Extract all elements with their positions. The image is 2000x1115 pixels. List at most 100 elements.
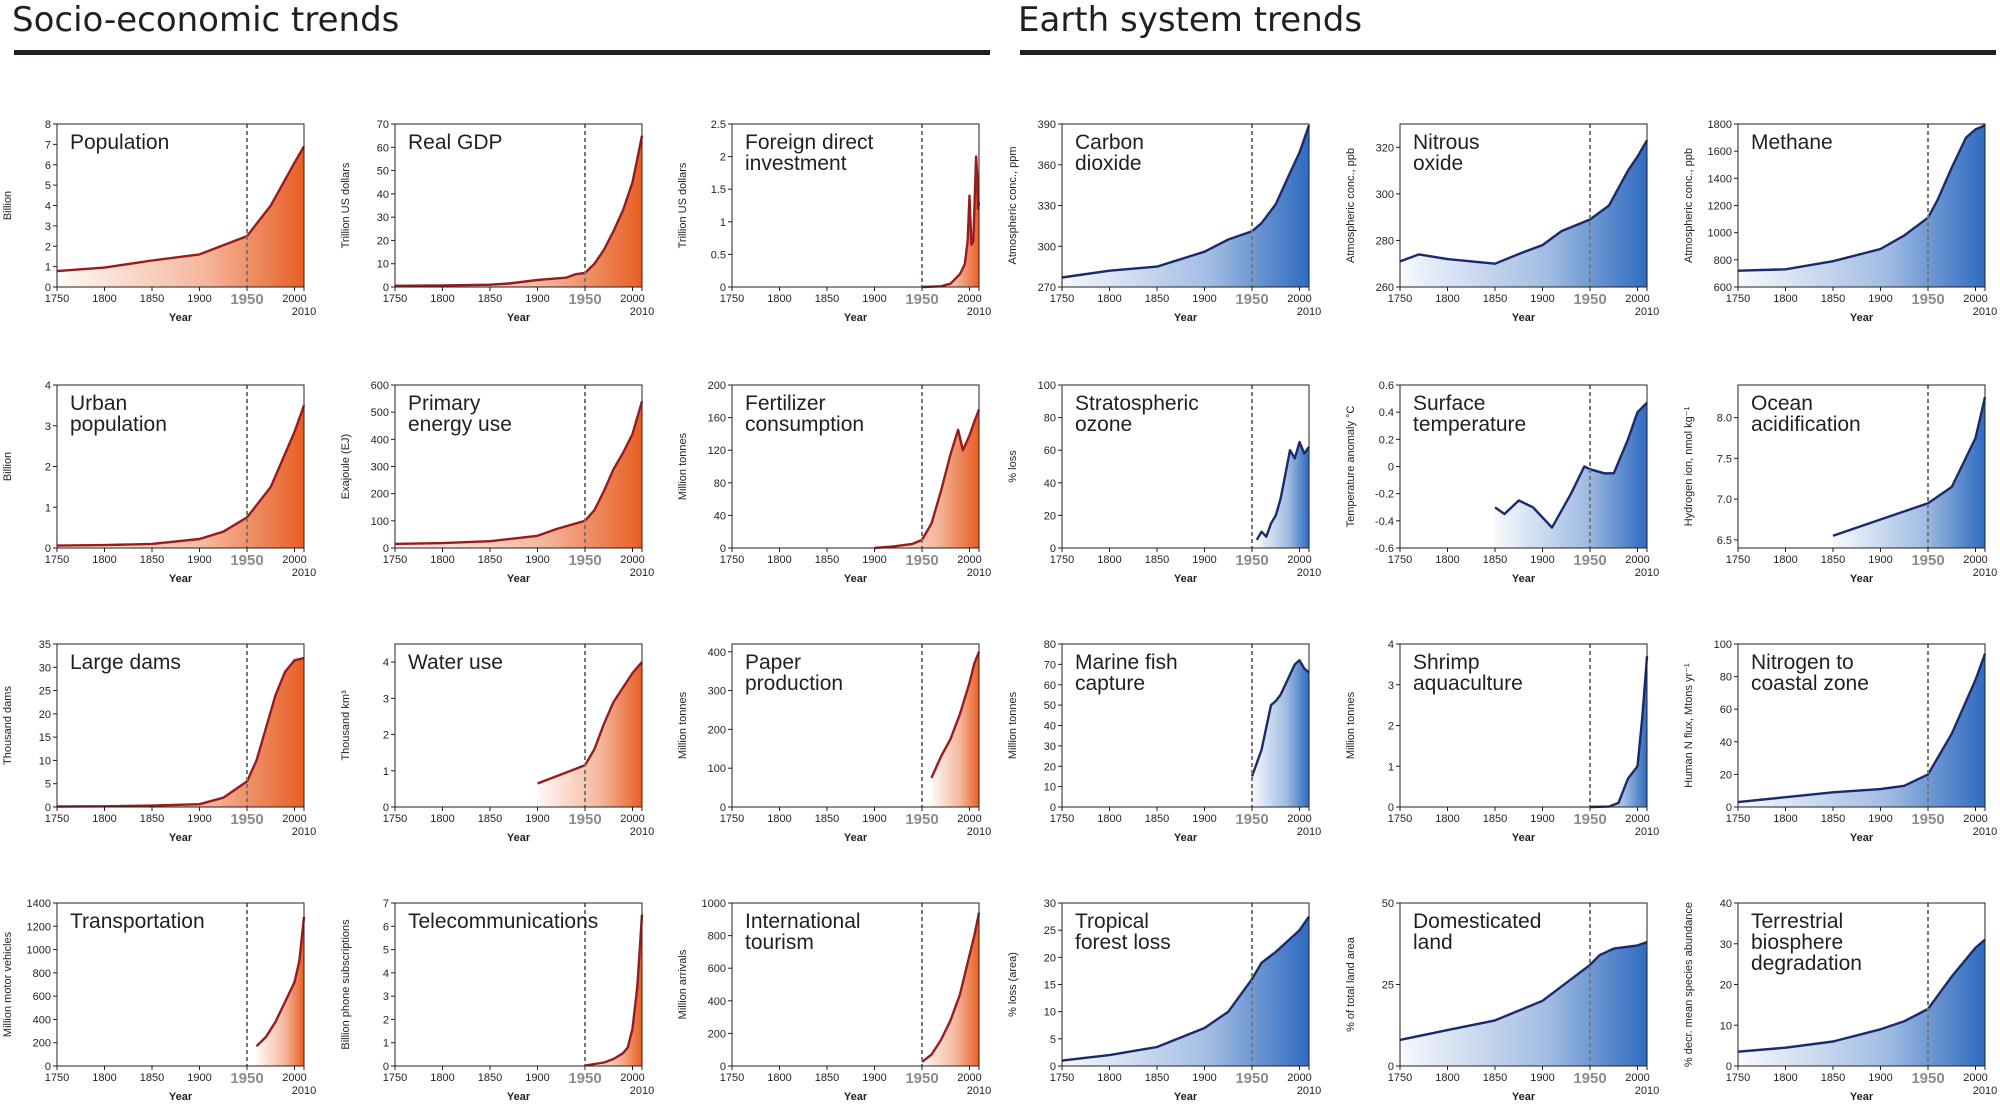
chart-title: Population — [70, 131, 169, 154]
x-tick-label: 1900 — [1192, 293, 1216, 305]
x-tick-label: 1950 — [1235, 291, 1268, 308]
x-tick-label: 1800 — [430, 293, 454, 305]
y-tick-label: 300 — [1376, 189, 1394, 201]
x-tick-label: 1900 — [187, 1072, 211, 1084]
y-tick-label: 0 — [1388, 1061, 1394, 1073]
y-axis-label: Million motor vehicles — [2, 931, 14, 1037]
chart-title: forest loss — [1075, 931, 1171, 954]
area-fill — [57, 405, 304, 548]
x-tick-label: 2000 — [620, 554, 644, 566]
x-tick-label: 2000 — [1963, 1072, 1987, 1084]
chart-title: Large dams — [70, 651, 181, 674]
y-tick-label: 0 — [383, 802, 389, 814]
section-rule-socio — [14, 50, 990, 55]
y-tick-label: 2 — [383, 730, 389, 742]
x-tick-label: 1750 — [45, 554, 69, 566]
y-tick-label: 390 — [1038, 119, 1056, 131]
x-tick-label: 1750 — [1388, 813, 1412, 825]
x-tick-label: 1900 — [1530, 293, 1554, 305]
series-line — [1737, 938, 1986, 1053]
x-tick-label: 1950 — [568, 552, 601, 569]
y-tick-label: 4 — [383, 657, 389, 669]
x-tick-label: 1800 — [1435, 554, 1459, 566]
y-tick-label: 0 — [45, 1061, 51, 1073]
series-line — [921, 155, 981, 289]
x-tick-label: 2010 — [292, 306, 316, 318]
x-axis-label: Year — [169, 1091, 193, 1103]
area-fill — [874, 409, 979, 548]
area-fill — [1400, 942, 1647, 1066]
plot-frame — [394, 902, 643, 1067]
x-tick-label: 2010 — [967, 567, 991, 579]
y-tick-label: 2 — [45, 462, 51, 474]
y-tick-label: 4 — [45, 201, 51, 213]
y-tick-label: 0 — [1726, 1061, 1732, 1073]
series-line — [1399, 940, 1648, 1042]
x-tick-label: 2000 — [1287, 1072, 1311, 1084]
x-tick-label: 1900 — [862, 554, 886, 566]
area-fill — [1833, 397, 1985, 548]
chart-title: Primary — [408, 392, 481, 415]
x-tick-label: 1800 — [1097, 1072, 1121, 1084]
chart-title: Ocean — [1751, 392, 1813, 415]
x-tick-label: 2010 — [1297, 1085, 1321, 1097]
area-fill — [395, 135, 642, 287]
x-tick-label: 2000 — [620, 293, 644, 305]
x-tick-label: 1850 — [140, 293, 164, 305]
chart-title: Stratospheric — [1075, 392, 1199, 415]
y-tick-label: 300 — [708, 686, 726, 698]
x-tick-label: 1850 — [815, 813, 839, 825]
y-tick-label: 2 — [1388, 721, 1394, 733]
y-tick-label: 1 — [45, 262, 51, 274]
x-tick-label: 1750 — [45, 293, 69, 305]
y-tick-label: 20 — [1044, 761, 1056, 773]
x-axis-label: Year — [1174, 832, 1198, 844]
x-tick-label: 2000 — [282, 554, 306, 566]
y-tick-label: 8 — [45, 119, 51, 131]
x-tick-label: 1750 — [383, 1072, 407, 1084]
y-tick-label: 270 — [1038, 282, 1056, 294]
y-tick-label: 30 — [1044, 741, 1056, 753]
x-axis-label: Year — [1850, 573, 1874, 585]
y-tick-label: 7 — [45, 139, 51, 151]
x-tick-label: 1950 — [1573, 811, 1606, 828]
x-tick-label: 1900 — [525, 293, 549, 305]
x-tick-label: 1850 — [478, 554, 502, 566]
plot-frame — [731, 902, 980, 1067]
area-fill — [1256, 442, 1309, 548]
x-tick-label: 2010 — [1973, 306, 1997, 318]
y-tick-label: 7.0 — [1717, 494, 1732, 506]
y-tick-label: 7 — [383, 898, 389, 910]
chart-title: investment — [745, 152, 847, 175]
y-tick-label: 2.5 — [711, 119, 726, 131]
y-tick-label: 0 — [720, 802, 726, 814]
x-tick-label: 2000 — [1287, 293, 1311, 305]
x-tick-label: 1800 — [1435, 293, 1459, 305]
y-tick-label: 3 — [45, 221, 51, 233]
chart-title: degradation — [1751, 952, 1862, 975]
y-tick-label: 30 — [1044, 898, 1056, 910]
x-tick-label: 1750 — [1726, 813, 1750, 825]
y-tick-label: 40 — [1720, 898, 1732, 910]
y-tick-label: 40 — [1044, 721, 1056, 733]
x-tick-label: 1800 — [1097, 813, 1121, 825]
x-tick-label: 1800 — [1773, 293, 1797, 305]
series-line — [1250, 659, 1310, 777]
y-axis-label: Million arrivals — [677, 949, 689, 1019]
y-tick-label: 6.5 — [1717, 535, 1732, 547]
x-axis-label: Year — [1512, 573, 1536, 585]
x-tick-label: 1750 — [45, 1072, 69, 1084]
y-axis-label: % loss — [1007, 450, 1019, 483]
y-tick-label: 1600 — [1708, 146, 1732, 158]
x-tick-label: 2010 — [292, 826, 316, 838]
y-tick-label: 50 — [1382, 898, 1394, 910]
chart-title: Transportation — [70, 910, 205, 933]
y-tick-label: 6 — [45, 160, 51, 172]
x-tick-label: 1750 — [720, 813, 744, 825]
y-tick-label: 1400 — [1708, 173, 1732, 185]
y-tick-label: 60 — [1044, 680, 1056, 692]
